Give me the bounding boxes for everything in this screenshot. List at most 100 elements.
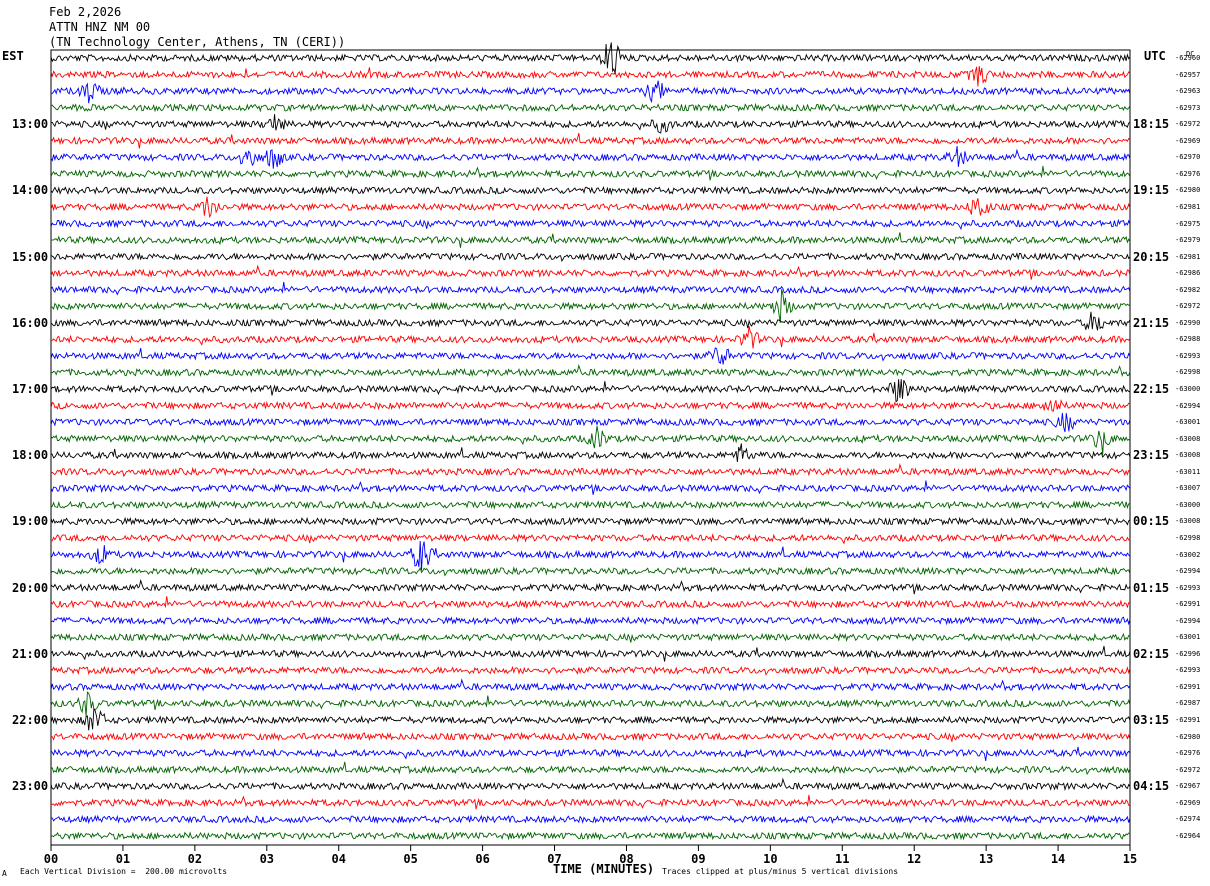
clip-note: Traces clipped at plus/minus 5 vertical … <box>662 867 899 876</box>
dc-offset-label: -62980 <box>1175 186 1201 195</box>
dc-offset-label: -62964 <box>1175 831 1201 840</box>
dc-header-label: DC <box>1186 50 1195 58</box>
seismic-trace-29 <box>50 533 1131 545</box>
dc-offset-label: -62976 <box>1175 169 1201 178</box>
seismic-trace-28 <box>50 516 1131 527</box>
seismic-trace-44 <box>50 777 1131 792</box>
seismic-trace-25 <box>50 463 1131 478</box>
seismic-trace-43 <box>50 761 1131 776</box>
utc-hour-label: 03:15 <box>1133 713 1170 727</box>
x-axis-title: TIME (MINUTES) <box>553 862 655 876</box>
dc-offset-label: -62993 <box>1175 351 1201 360</box>
dc-offset-label: -63001 <box>1175 418 1201 427</box>
dc-offset-label: -62963 <box>1175 87 1201 96</box>
x-tick-label: 10 <box>763 852 778 866</box>
station-location: (TN Technology Center, Athens, TN (CERI)… <box>49 35 346 49</box>
x-tick-label: 14 <box>1050 852 1066 866</box>
seismic-trace-6 <box>50 146 1131 169</box>
est-hour-label: 20:00 <box>12 580 49 595</box>
seismic-trace-14 <box>50 281 1131 296</box>
x-tick-label: 06 <box>475 852 490 866</box>
seismic-trace-32 <box>50 578 1131 595</box>
x-tick-label: 11 <box>835 852 850 866</box>
dc-offset-label: -62990 <box>1175 318 1201 327</box>
dc-offset-label: -62991 <box>1175 600 1201 609</box>
dc-offset-label: -62981 <box>1175 252 1201 261</box>
seismic-trace-46 <box>50 814 1131 825</box>
dc-offset-label: -62980 <box>1175 732 1201 741</box>
dc-offset-label: -62998 <box>1175 533 1201 542</box>
est-hour-label: 23:00 <box>12 779 49 794</box>
x-tick-label: 00 <box>43 852 59 866</box>
x-tick-label: 13 <box>978 852 994 866</box>
seismic-trace-31 <box>50 566 1131 577</box>
dc-offset-label: -62994 <box>1175 616 1201 625</box>
est-hour-label: 21:00 <box>12 646 49 661</box>
seismic-trace-5 <box>50 132 1131 149</box>
x-tick-label: 04 <box>331 852 346 866</box>
seismic-trace-3 <box>50 102 1131 113</box>
seismic-trace-38 <box>50 678 1131 692</box>
seismic-trace-33 <box>50 596 1131 610</box>
x-tick-label: 07 <box>547 852 562 866</box>
x-tick-label: 08 <box>619 852 634 866</box>
seismic-trace-41 <box>50 731 1131 742</box>
utc-hour-label: 04:15 <box>1133 779 1170 794</box>
seismic-trace-8 <box>50 185 1131 196</box>
est-hour-label: 19:00 <box>12 514 49 529</box>
dc-offset-label: -62960 <box>1175 54 1201 62</box>
x-tick-label: 09 <box>691 852 706 866</box>
seismic-trace-22 <box>50 412 1131 433</box>
plot-frame <box>50 49 1131 846</box>
dc-offset-label: -63001 <box>1175 633 1201 642</box>
utc-hour-label: 02:15 <box>1133 646 1170 661</box>
dc-offset-label: -62957 <box>1175 70 1201 79</box>
x-tick-label: 03 <box>259 852 275 866</box>
dc-offset-label: -62996 <box>1175 649 1201 658</box>
seismic-trace-12 <box>50 251 1131 263</box>
utc-hour-label: 19:15 <box>1133 183 1170 198</box>
seismic-trace-47 <box>50 830 1131 841</box>
est-hour-label: 13:00 <box>12 117 49 132</box>
dc-offset-label: -62982 <box>1175 285 1201 294</box>
seismic-trace-15 <box>50 289 1131 323</box>
scale-note: Each Vertical Division = 200.00 microvol… <box>20 867 228 876</box>
dc-offset-label: -62973 <box>1175 103 1201 112</box>
seismic-trace-16 <box>50 311 1131 331</box>
seismic-trace-11 <box>50 232 1131 248</box>
dc-offset-label: -63008 <box>1175 451 1201 460</box>
dc-offset-label: -63008 <box>1175 434 1201 443</box>
seismic-trace-23 <box>50 425 1131 455</box>
utc-hour-label: 01:15 <box>1133 580 1170 595</box>
dc-offset-label: -62988 <box>1175 335 1201 344</box>
utc-hour-label: 18:15 <box>1133 117 1170 132</box>
x-tick-label: 01 <box>115 852 131 866</box>
dc-offset-label: -62991 <box>1175 682 1201 691</box>
dc-offset-label: -62969 <box>1175 136 1201 145</box>
dc-offset-label: -62972 <box>1175 765 1201 774</box>
seismic-trace-19 <box>50 363 1131 378</box>
seismic-trace-21 <box>50 398 1131 412</box>
seismic-trace-18 <box>50 347 1131 365</box>
seismic-trace-27 <box>50 500 1130 510</box>
station-name: ATTN HNZ NM 00 <box>49 20 151 34</box>
dc-offset-label: -63002 <box>1175 550 1201 559</box>
seismic-trace-9 <box>50 196 1131 219</box>
dc-offset-label: -62967 <box>1175 782 1201 791</box>
seismic-trace-10 <box>50 218 1131 230</box>
dc-offset-label: -62979 <box>1175 236 1201 245</box>
dc-offset-label: -63007 <box>1175 484 1201 493</box>
x-tick-label: 15 <box>1122 852 1138 866</box>
seismic-trace-37 <box>50 665 1131 676</box>
seismic-trace-26 <box>50 480 1131 495</box>
seismic-trace-2 <box>50 80 1131 104</box>
est-hour-label: 18:00 <box>12 448 49 463</box>
right-timezone-label: UTC <box>1144 49 1166 63</box>
utc-hour-label: 22:15 <box>1133 382 1170 396</box>
est-hour-label: 15:00 <box>12 249 49 264</box>
seismic-trace-13 <box>50 264 1131 280</box>
seismic-trace-1 <box>50 66 1131 87</box>
dc-offset-label: -62998 <box>1175 368 1201 377</box>
dc-offset-label: -62994 <box>1175 567 1201 576</box>
